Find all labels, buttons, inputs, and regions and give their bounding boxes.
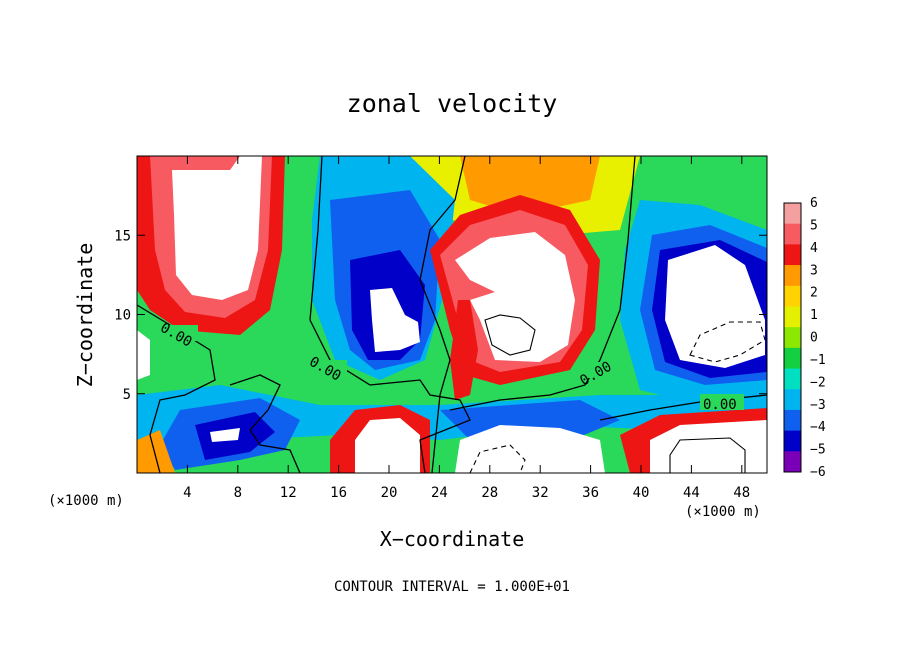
- x-tick-label: 20: [381, 485, 398, 501]
- colorbar-swatch: [784, 223, 801, 245]
- colorbar-swatch: [784, 285, 801, 307]
- field-red-tail: [450, 300, 478, 400]
- closed-contour-bottom-right: [669, 437, 746, 473]
- x-tick-label: 36: [582, 485, 599, 501]
- colorbar-tick-label: 6: [810, 196, 818, 211]
- colorbar-swatch: [784, 265, 801, 287]
- x-axis-unit-right: (×1000 m): [685, 504, 761, 520]
- closed-contour-center: [484, 314, 536, 356]
- x-axis-ticks: 4 8 12 16 20 24 28 32 36 40 44 48: [183, 156, 750, 501]
- colorbar-tick-label: −5: [810, 443, 826, 458]
- colorbar-tick-label: −2: [810, 375, 826, 390]
- field-white-bottom-mid: [355, 418, 420, 473]
- field-white-bottom-center: [455, 425, 605, 473]
- colorbar-tick-label: −4: [810, 420, 826, 435]
- contour-interval-note: CONTOUR INTERVAL = 1.000E+01: [334, 579, 570, 595]
- field-white-left: [172, 156, 262, 300]
- colorbar-swatch: [784, 409, 801, 432]
- x-tick-label: 44: [683, 485, 700, 501]
- colorbar-swatch: [784, 389, 801, 411]
- x-tick-label: 16: [330, 485, 347, 501]
- field-white-bottom-right: [650, 420, 767, 473]
- dashed-contour-right: [689, 321, 766, 363]
- contour-label-4: 0.00: [703, 397, 737, 413]
- x-tick-label: 28: [481, 485, 498, 501]
- colorbar-tick-label: 5: [810, 218, 818, 233]
- colorbar-swatch: [784, 430, 801, 452]
- colorbar-tick-label: 2: [810, 286, 818, 301]
- field-white-left-edge: [137, 330, 150, 380]
- colorbar-swatch: [784, 451, 801, 473]
- x-tick-label: 40: [633, 485, 650, 501]
- colorbar-tick-label: 0: [810, 331, 818, 346]
- x-tick-label: 24: [431, 485, 448, 501]
- colorbar-swatch: [784, 347, 801, 370]
- zero-contour-3: [419, 156, 466, 473]
- plot-area: 0.00 0.00 0.00 0.00 4 8 12 16 20 24 28 32 36 40 44…: [114, 155, 768, 501]
- colorbar-tick-label: −1: [810, 353, 826, 368]
- colorbar-tick-label: 4: [810, 241, 818, 256]
- field-red-corner: [137, 430, 175, 473]
- colorbar-swatch: [784, 368, 801, 390]
- colorbar-swatch: [784, 203, 801, 225]
- field-white-bottom-left: [210, 428, 240, 442]
- field-white-mid: [370, 288, 420, 352]
- dashed-contour-bottom: [469, 444, 526, 473]
- colorbar-tick-label: 1: [810, 308, 818, 323]
- colorbar-swatch: [784, 244, 801, 266]
- field-white-center: [455, 232, 575, 362]
- colorbar-swatch: [784, 306, 801, 328]
- y-axis-label: Z−coordinate: [73, 243, 97, 388]
- y-tick-label: 5: [123, 387, 131, 403]
- colorbar: 6 5 4 3 2 1 0 −1 −2 −3 −4 −5 −6: [783, 196, 826, 480]
- colorbar-swatch: [784, 327, 801, 349]
- colorbar-tick-label: 3: [810, 263, 818, 278]
- zero-contour-6: [229, 374, 301, 473]
- chart-title: zonal velocity: [347, 89, 558, 118]
- field-orange-upper: [460, 156, 600, 215]
- field-white-right: [665, 245, 765, 368]
- colorbar-tick-label: −3: [810, 398, 826, 413]
- y-tick-label: 15: [114, 228, 131, 244]
- x-axis-label: X−coordinate: [380, 527, 525, 551]
- x-axis-unit-left: (×1000 m): [48, 493, 124, 509]
- y-tick-label: 10: [114, 308, 131, 324]
- colorbar-tick-label: −6: [810, 465, 826, 480]
- zero-contour-2: [309, 156, 471, 473]
- x-tick-label: 32: [532, 485, 549, 501]
- x-tick-label: 8: [234, 485, 242, 501]
- y-axis-ticks: 5 10 15: [114, 228, 767, 403]
- x-tick-label: 4: [183, 485, 191, 501]
- colorbar-frame: [783, 202, 802, 473]
- x-tick-label: 48: [733, 485, 750, 501]
- x-tick-label: 12: [280, 485, 297, 501]
